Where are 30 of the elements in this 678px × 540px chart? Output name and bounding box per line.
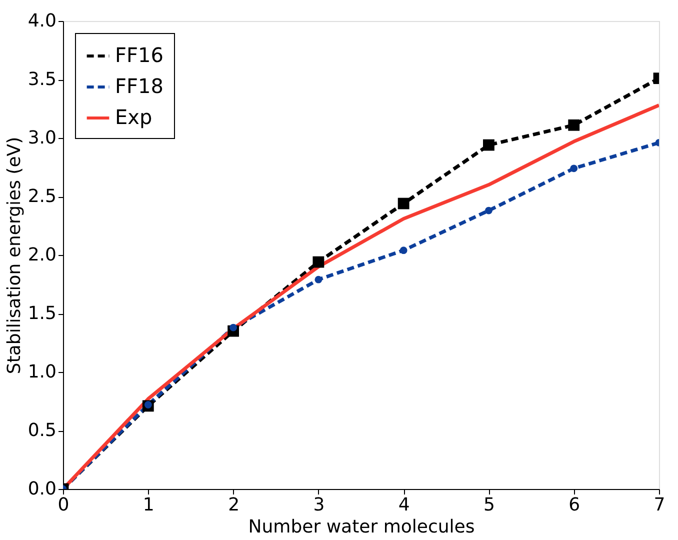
point (312, 256, 324, 268)
x-tick-label: 0 (58, 494, 70, 516)
y-tick-label: 0.5 (28, 420, 56, 441)
y-tick-label: 2.0 (28, 244, 56, 266)
point (570, 164, 578, 172)
point (400, 246, 408, 254)
x-tick-label: 7 (654, 494, 666, 516)
y-tick-label: 1.5 (28, 303, 56, 324)
point (483, 139, 494, 151)
x-tick-label: 3 (313, 494, 325, 516)
y-axis-title: Stabilisation energies (eV) (4, 136, 25, 374)
point (568, 119, 580, 131)
x-tick-label: 2 (228, 494, 240, 516)
point (314, 276, 322, 284)
x-tick-label: 5 (483, 494, 495, 516)
x-tick-label: 1 (142, 494, 154, 516)
legend-label: FF16 (115, 43, 164, 67)
x-tick-label: 4 (398, 494, 410, 516)
y-tick-label: 3.0 (28, 128, 56, 148)
y-tick-label: 0.0 (28, 478, 56, 500)
legend-label: FF18 (115, 74, 164, 98)
y-tick-label: 1.0 (28, 362, 56, 382)
y-tick-label: 4.0 (28, 10, 56, 32)
y-tick-label: 3.5 (28, 69, 56, 90)
point (398, 198, 410, 210)
y-tick-label: 2.5 (28, 186, 56, 207)
x-tick-label: 6 (568, 494, 580, 516)
point (485, 206, 492, 214)
legend-label: Exp (115, 105, 152, 129)
x-axis-title: Number water molecules (248, 516, 475, 538)
